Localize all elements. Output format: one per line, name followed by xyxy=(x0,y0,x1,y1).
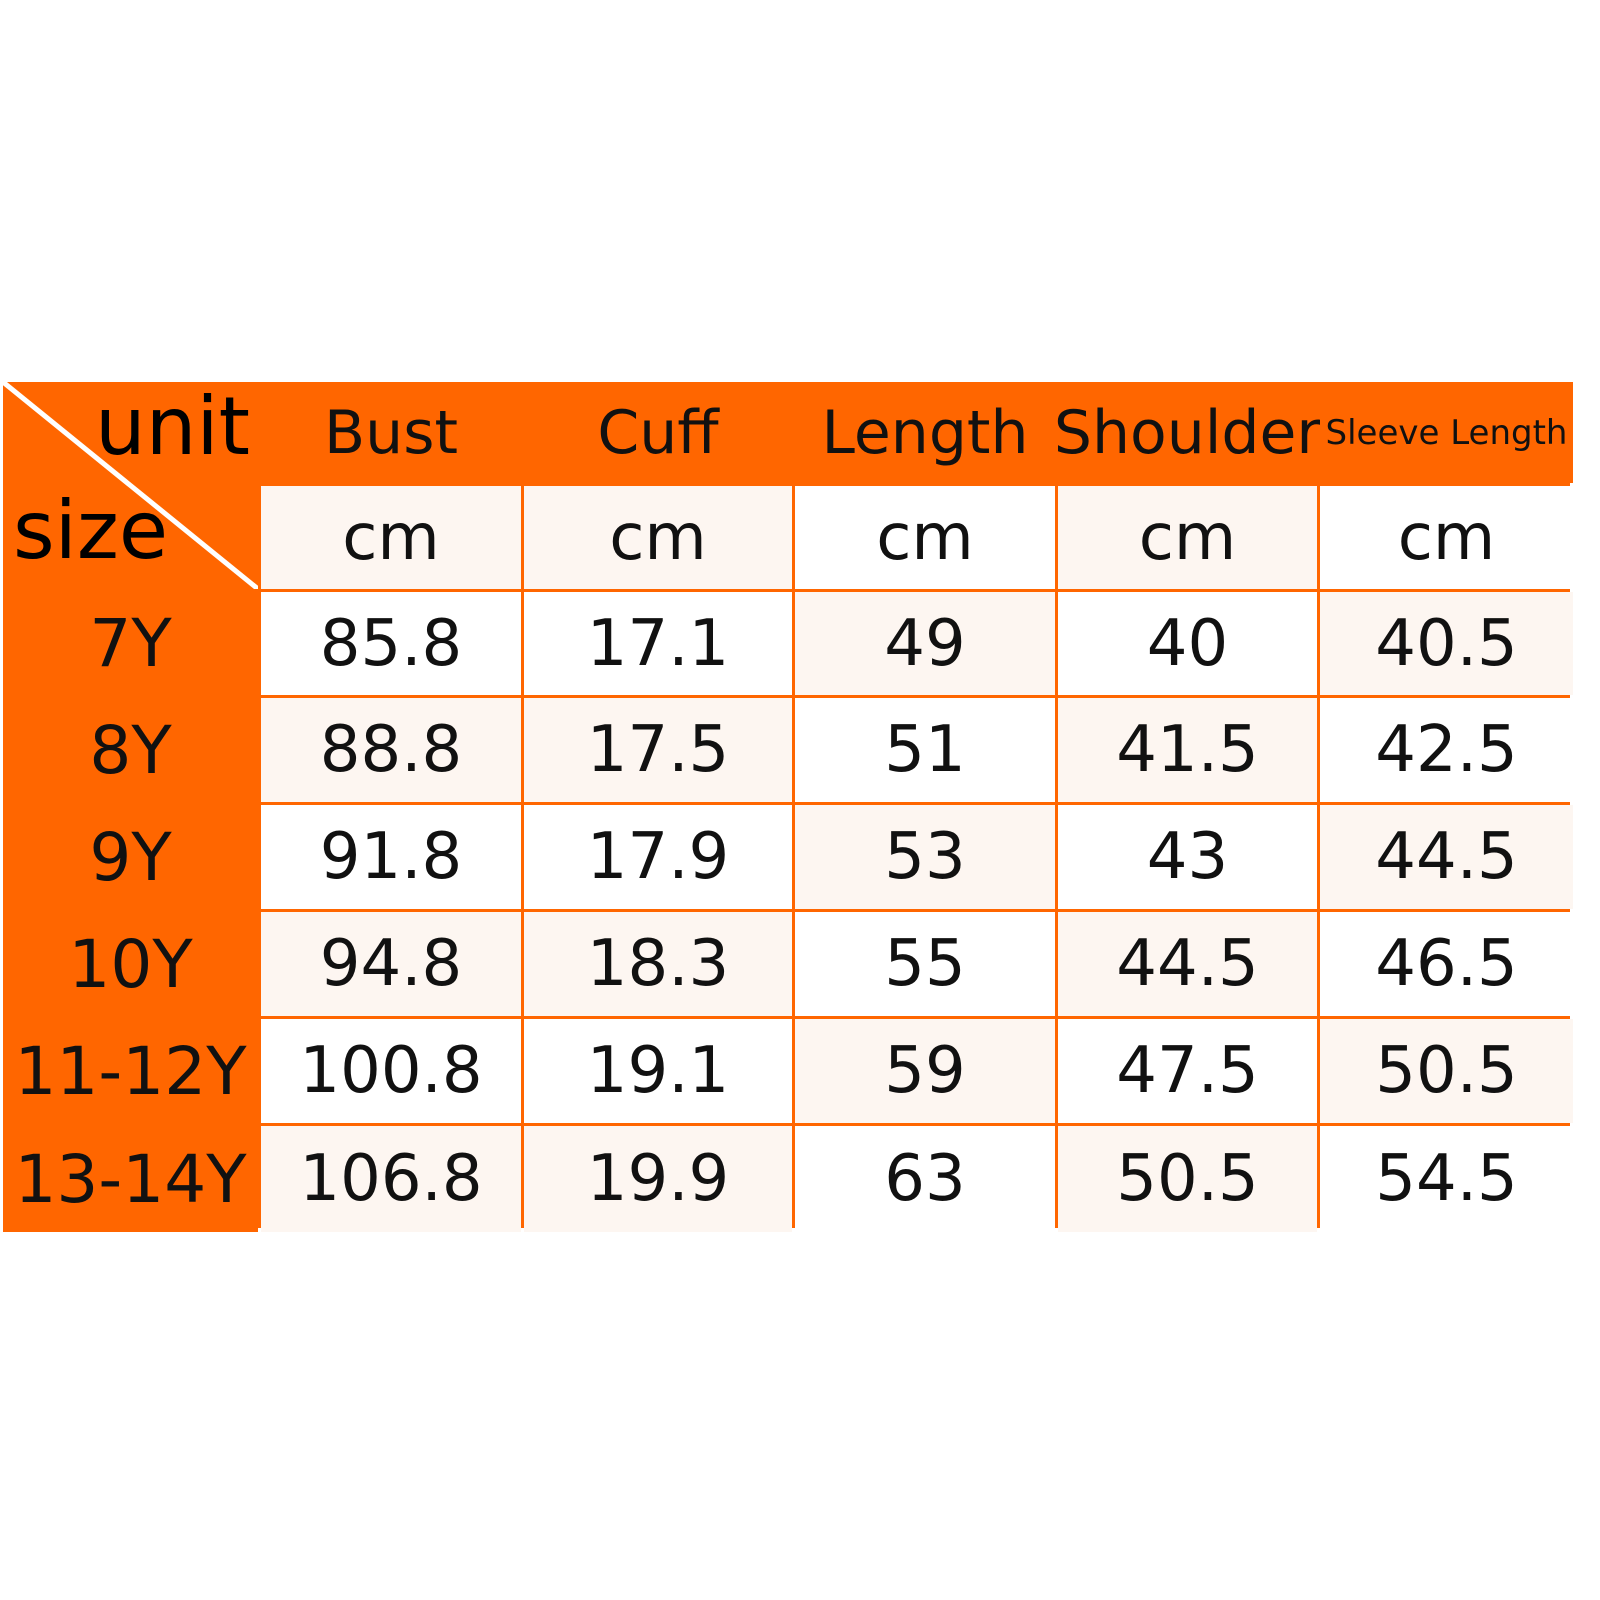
unit-cell: cm xyxy=(795,486,1055,589)
value-cell: 55 xyxy=(795,912,1055,1016)
size-cell: 13-14Y xyxy=(3,1126,258,1232)
value-cell: 106.8 xyxy=(261,1126,521,1232)
value-cell: 59 xyxy=(795,1019,1055,1123)
value-cell: 46.5 xyxy=(1320,912,1573,1016)
value-cell: 49 xyxy=(795,592,1055,695)
value-cell: 44.5 xyxy=(1320,805,1573,909)
value-cell: 63 xyxy=(795,1126,1055,1232)
column-header: Cuff xyxy=(524,382,792,483)
size-cell: 9Y xyxy=(3,805,258,909)
value-cell: 53 xyxy=(795,805,1055,909)
value-cell: 50.5 xyxy=(1058,1126,1317,1232)
value-cell: 17.5 xyxy=(524,698,792,802)
value-cell: 40.5 xyxy=(1320,592,1573,695)
size-cell: 11-12Y xyxy=(3,1019,258,1123)
value-cell: 100.8 xyxy=(261,1019,521,1123)
value-cell: 43 xyxy=(1058,805,1317,909)
value-cell: 51 xyxy=(795,698,1055,802)
column-header: Bust xyxy=(261,382,521,483)
value-cell: 88.8 xyxy=(261,698,521,802)
value-cell: 17.1 xyxy=(524,592,792,695)
size-chart-table: unit size Bust Cuff Length Shoulder Sleeve L… xyxy=(3,382,1573,1232)
unit-label: unit xyxy=(95,382,250,473)
unit-cell: cm xyxy=(1320,486,1573,589)
value-cell: 17.9 xyxy=(524,805,792,909)
diagonal-divider xyxy=(3,382,258,589)
value-cell: 42.5 xyxy=(1320,698,1573,802)
unit-cell: cm xyxy=(1058,486,1317,589)
corner-header-cell: unit size xyxy=(3,382,258,589)
value-cell: 44.5 xyxy=(1058,912,1317,1016)
unit-cell: cm xyxy=(524,486,792,589)
value-cell: 19.1 xyxy=(524,1019,792,1123)
size-cell: 8Y xyxy=(3,698,258,802)
column-header: Sleeve Length xyxy=(1320,382,1573,483)
value-cell: 40 xyxy=(1058,592,1317,695)
size-label: size xyxy=(13,484,169,577)
value-cell: 18.3 xyxy=(524,912,792,1016)
size-cell: 7Y xyxy=(3,592,258,695)
column-header: Shoulder xyxy=(1054,382,1321,483)
value-cell: 41.5 xyxy=(1058,698,1317,802)
column-header: Length xyxy=(795,382,1055,483)
size-cell: 10Y xyxy=(3,912,258,1016)
value-cell: 50.5 xyxy=(1320,1019,1573,1123)
value-cell: 54.5 xyxy=(1320,1126,1573,1232)
value-cell: 85.8 xyxy=(261,592,521,695)
value-cell: 94.8 xyxy=(261,912,521,1016)
value-cell: 47.5 xyxy=(1058,1019,1317,1123)
unit-cell: cm xyxy=(261,486,521,589)
value-cell: 91.8 xyxy=(261,805,521,909)
value-cell: 19.9 xyxy=(524,1126,792,1232)
